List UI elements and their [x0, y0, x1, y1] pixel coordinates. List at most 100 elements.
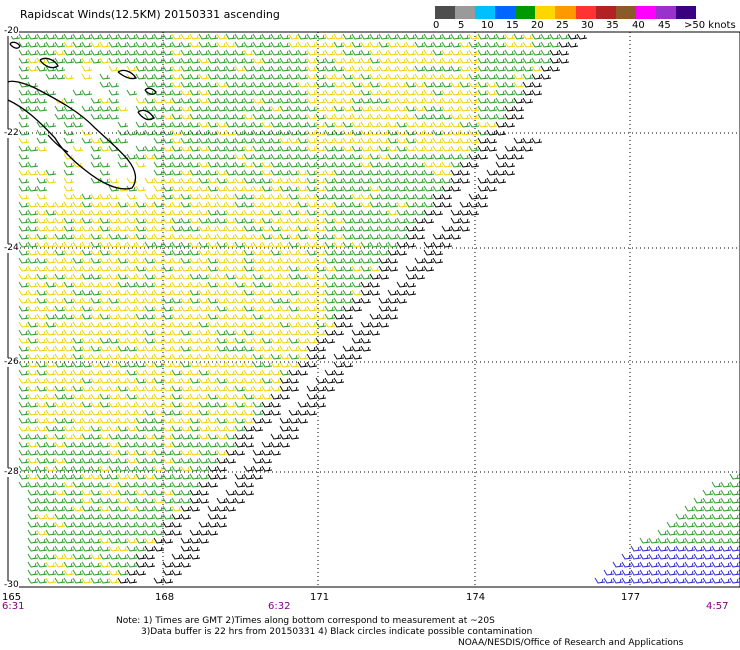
wind-barb — [171, 129, 183, 136]
wind-barb — [684, 561, 696, 568]
wind-barb — [198, 145, 210, 152]
wind-barb — [135, 73, 147, 80]
wind-barb — [18, 401, 30, 408]
wind-barb — [243, 329, 255, 336]
wind-barb — [306, 57, 318, 64]
wind-barb — [702, 561, 714, 568]
wind-barb — [360, 145, 372, 152]
wind-barb — [279, 361, 291, 368]
wind-barb — [225, 385, 237, 392]
wind-barb — [27, 313, 39, 320]
wind-barb — [108, 273, 120, 280]
wind-barb — [135, 537, 147, 544]
wind-barb — [324, 289, 336, 296]
wind-barb — [81, 273, 93, 280]
wind-barb — [72, 537, 84, 544]
wind-barb — [549, 41, 561, 48]
wind-barb — [243, 265, 255, 272]
wind-barb — [135, 273, 147, 280]
wind-barb — [153, 465, 165, 472]
credit-line: NOAA/NESDIS/Office of Research and Appli… — [458, 638, 684, 648]
wind-barb — [144, 529, 156, 536]
wind-barb — [153, 345, 165, 352]
wind-barb — [477, 57, 489, 64]
wind-barb — [126, 529, 138, 536]
wind-barb — [306, 161, 318, 168]
wind-barb — [99, 265, 111, 272]
wind-barb — [531, 73, 543, 80]
wind-barb — [72, 577, 84, 584]
wind-barb — [153, 529, 165, 536]
wind-barb — [666, 529, 678, 536]
wind-barb — [225, 417, 237, 424]
wind-barb — [189, 473, 201, 480]
wind-barb — [153, 417, 165, 424]
wind-barb — [711, 505, 723, 512]
wind-barb — [117, 345, 129, 352]
wind-barb — [288, 297, 300, 304]
wind-barb — [99, 417, 111, 424]
wind-barb — [90, 521, 102, 528]
wind-barb — [72, 385, 84, 392]
wind-barb — [81, 385, 93, 392]
wind-barb — [153, 401, 165, 408]
wind-barb — [117, 209, 129, 216]
wind-barb — [495, 81, 507, 88]
wind-barb — [126, 345, 138, 352]
wind-barb — [225, 57, 237, 64]
wind-barb — [711, 489, 723, 496]
wind-barb — [45, 49, 57, 56]
wind-barb — [108, 97, 120, 104]
wind-barb — [432, 49, 444, 56]
wind-barb — [306, 289, 318, 296]
wind-barb — [45, 233, 57, 240]
wind-barb — [180, 329, 192, 336]
wind-barb — [324, 185, 336, 192]
wind-barb — [441, 241, 453, 248]
wind-barb — [27, 377, 39, 384]
wind-barb — [441, 105, 453, 112]
wind-barb — [189, 121, 201, 128]
legend-label-0: 0 — [433, 20, 440, 31]
wind-barb — [90, 425, 102, 432]
wind-barb — [297, 329, 309, 336]
wind-barb — [423, 241, 435, 248]
wind-barb — [279, 369, 291, 376]
wind-barb — [459, 153, 471, 160]
wind-barb — [351, 153, 363, 160]
wind-barb — [396, 137, 408, 144]
wind-barb — [324, 81, 336, 88]
wind-barb — [144, 281, 156, 288]
wind-barb — [675, 553, 687, 560]
wind-barb — [207, 305, 219, 312]
wind-barb — [198, 537, 210, 544]
wind-barb — [81, 545, 93, 552]
wind-barb — [297, 41, 309, 48]
wind-barb — [243, 89, 255, 96]
wind-barb — [342, 297, 354, 304]
wind-barb — [477, 65, 489, 72]
wind-barb — [423, 41, 435, 48]
wind-barb — [243, 337, 255, 344]
wind-barb — [333, 73, 345, 80]
wind-barb — [162, 353, 174, 360]
wind-barb — [306, 401, 318, 408]
wind-barb — [288, 65, 300, 72]
wind-barb — [54, 337, 66, 344]
wind-barb — [405, 97, 417, 104]
wind-barb — [225, 505, 237, 512]
wind-barb — [378, 89, 390, 96]
wind-barb — [108, 217, 120, 224]
wind-barb — [126, 377, 138, 384]
wind-barb — [108, 193, 120, 200]
wind-barb — [423, 129, 435, 136]
wind-barb — [270, 129, 282, 136]
wind-barb — [306, 393, 318, 400]
wind-barb — [207, 113, 219, 120]
wind-barb — [18, 425, 30, 432]
wind-barb — [252, 241, 264, 248]
wind-barb — [333, 241, 345, 248]
wind-barb — [387, 49, 399, 56]
wind-barb — [18, 185, 30, 192]
wind-barb — [126, 153, 138, 160]
